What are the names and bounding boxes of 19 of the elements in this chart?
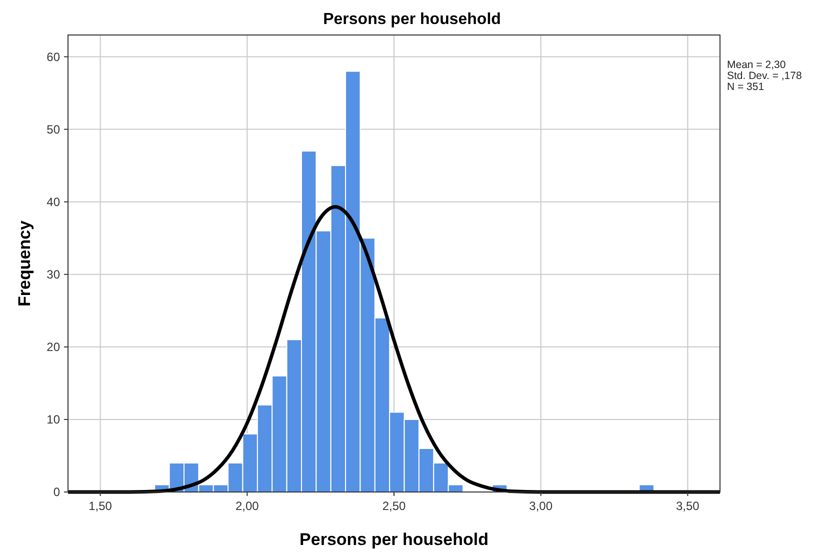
x-tick-label: 1,50 [88, 499, 112, 513]
y-tick-label: 60 [46, 50, 60, 64]
y-tick-label: 20 [46, 340, 60, 354]
text: Std. Dev. = ,178 [727, 70, 802, 82]
y-axis-title: Frequency [15, 220, 34, 306]
y-tick-label: 10 [46, 412, 60, 426]
x-tick-label: 3,50 [676, 499, 700, 513]
x-tick-label: 2,00 [235, 499, 260, 513]
x-axis-title: Persons per household [300, 530, 488, 549]
chart-title: Persons per household [323, 11, 501, 28]
x-tick-label: 3,00 [529, 499, 553, 513]
y-tick-label: 30 [46, 267, 60, 282]
y-tick-label: 50 [46, 122, 60, 136]
x-tick-label: 2,50 [382, 499, 406, 513]
y-tick-label: 40 [46, 194, 60, 209]
text: Mean = 2,30 [727, 59, 786, 71]
line-series [66, 205, 722, 494]
y-tick-label: 0 [53, 485, 60, 499]
text: N = 351 [727, 81, 764, 93]
